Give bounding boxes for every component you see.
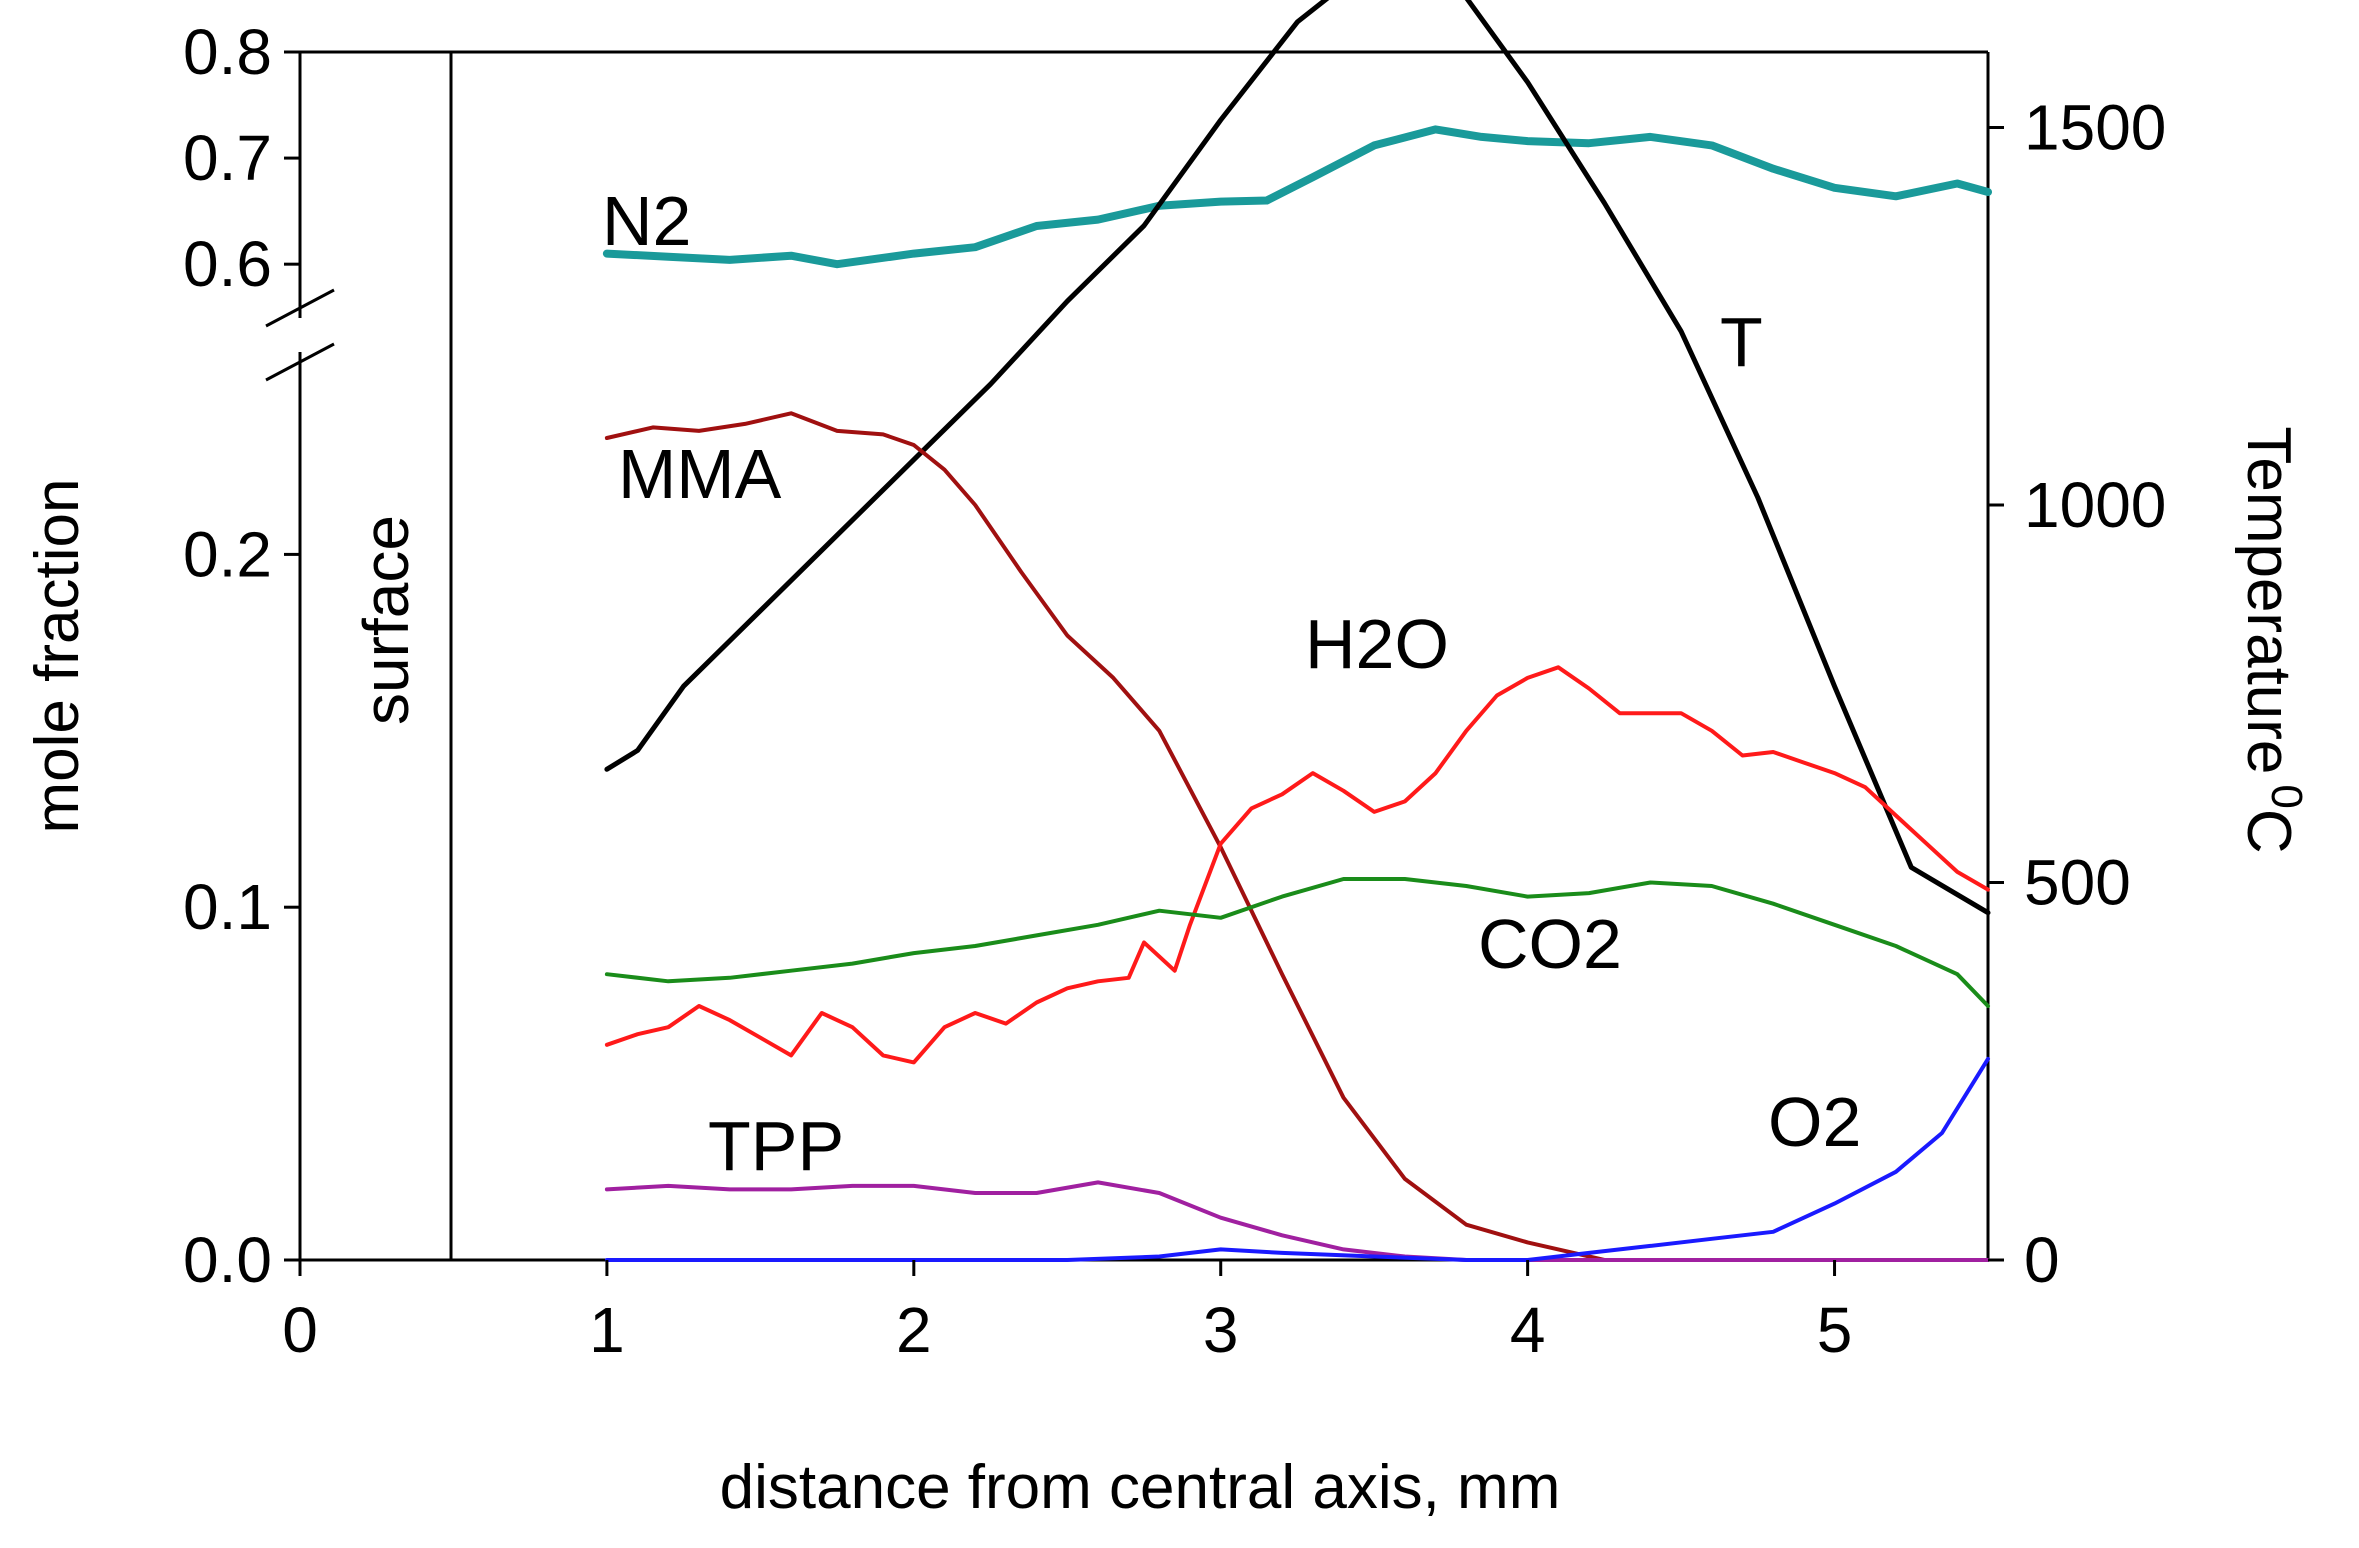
axis-break-mark-upper bbox=[265, 288, 335, 328]
series-line-t bbox=[604, 0, 1991, 916]
x-tick-label: 1 bbox=[589, 1294, 625, 1366]
series-label-t: T bbox=[1720, 303, 1763, 381]
x-tick-label: 0 bbox=[282, 1294, 318, 1366]
ticks-group: 0 1 2 3 4 5 0.0 0.1 0.2 0.6 0.7 0.8 0 500 1000 1500 bbox=[183, 16, 2166, 1366]
y-tick-label: 0.8 bbox=[183, 16, 272, 88]
x-axis-label: distance from central axis, mm bbox=[720, 1453, 1561, 1522]
y-tick-label: 0.2 bbox=[183, 518, 272, 590]
y-tick-label: 0.1 bbox=[183, 871, 272, 943]
y2-tick-label: 0 bbox=[2024, 1224, 2060, 1296]
series-label-tpp: TPP bbox=[708, 1107, 844, 1185]
y2-axis-label-superscript: 0 bbox=[2262, 784, 2311, 808]
series-line-mma bbox=[604, 411, 1607, 1262]
series-label-mma: MMA bbox=[618, 435, 782, 513]
series-line-tpp bbox=[604, 1180, 1990, 1262]
x-tick-label: 5 bbox=[1817, 1294, 1853, 1366]
surface-label: surface bbox=[350, 515, 422, 725]
y2-tick-label: 1000 bbox=[2024, 469, 2166, 541]
series-line-n2 bbox=[602, 125, 1992, 269]
y-axis-label: mole fraction bbox=[23, 479, 92, 834]
axis-break-mark-lower bbox=[265, 342, 335, 382]
x-tick-label: 2 bbox=[896, 1294, 932, 1366]
y2-tick-label: 1500 bbox=[2024, 92, 2166, 164]
y-tick-label: 0.6 bbox=[183, 228, 272, 300]
series-label-co2: CO2 bbox=[1478, 905, 1622, 983]
series-line-h2o bbox=[604, 665, 1990, 1065]
x-tick-label: 4 bbox=[1510, 1294, 1546, 1366]
y2-axis-label-unit: C bbox=[2234, 809, 2303, 854]
y2-axis-label: Temperature 0C bbox=[2234, 426, 2311, 853]
series-line-co2 bbox=[604, 877, 1990, 1008]
series-group bbox=[602, 0, 1992, 1262]
series-label-n2: N2 bbox=[602, 182, 691, 260]
y2-axis-label-text: Temperature bbox=[2234, 426, 2303, 774]
axes bbox=[260, 50, 1990, 1262]
series-label-h2o: H2O bbox=[1305, 605, 1449, 683]
y-tick-label: 0.0 bbox=[183, 1224, 272, 1296]
y2-tick-label: 500 bbox=[2024, 847, 2131, 919]
y-tick-label: 0.7 bbox=[183, 122, 272, 194]
series-label-o2: O2 bbox=[1768, 1083, 1861, 1161]
x-tick-label: 3 bbox=[1203, 1294, 1239, 1366]
